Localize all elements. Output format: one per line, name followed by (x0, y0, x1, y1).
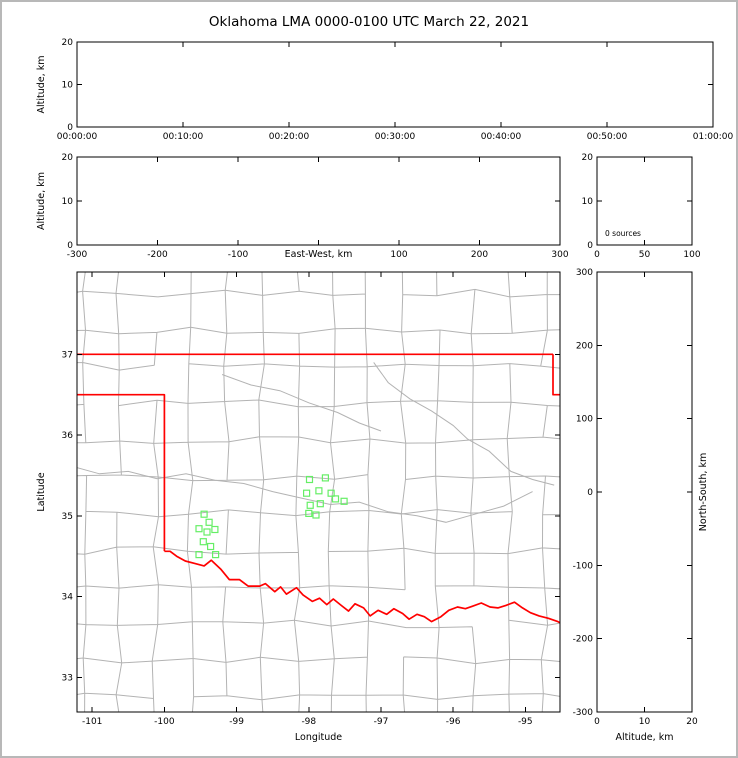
source-marker (321, 474, 329, 482)
x-tick-label: -96 (446, 717, 461, 727)
y-tick-label: -100 (573, 561, 594, 571)
source-marker (305, 475, 314, 484)
river-line (221, 374, 382, 432)
source-marker (195, 525, 203, 533)
y-axis-label: Latitude (36, 472, 47, 511)
x-tick-label: 00:30:00 (375, 132, 416, 142)
panel-ns_height: 0 10 20 -300 -200 -100 0 100 200 300 Altitude, km N… (573, 268, 709, 743)
panel-histogram: 0 sources 0 50 100 0 10 20 (582, 153, 701, 260)
histogram-annotation: 0 sources (605, 229, 641, 238)
y-axis-label: North-South, km (698, 453, 709, 531)
x-tick-label: 00:50:00 (587, 132, 628, 142)
x-axis-label: Altitude, km (616, 732, 674, 743)
axes-frame (76, 271, 561, 713)
panel-plan_view: -101 -100 -99 -98 -97 -96 -95 33 34 35 36 37 Longitu… (36, 271, 561, 743)
figure-title: Oklahoma LMA 0000-0100 UTC March 22, 202… (208, 14, 530, 30)
y-tick-label: 0 (67, 241, 73, 251)
y-tick-label: 20 (62, 153, 74, 163)
y-tick-label: 35 (62, 512, 73, 522)
source-marker (200, 510, 208, 518)
y-tick-label: 20 (582, 153, 594, 163)
x-tick-label: 100 (683, 250, 700, 260)
y-tick-label: 200 (576, 341, 593, 351)
y-tick-label: 20 (62, 38, 74, 48)
source-marker (306, 501, 314, 509)
source-marker (331, 495, 340, 503)
source-marker (305, 509, 313, 517)
source-marker (327, 489, 335, 497)
y-tick-label: -200 (573, 635, 594, 645)
source-marker (205, 518, 213, 526)
source-marker (212, 550, 220, 559)
y-tick-label: 100 (576, 415, 593, 425)
x-tick-label: 0 (594, 717, 600, 727)
state-border-line (164, 550, 560, 624)
x-tick-label: 10 (639, 717, 651, 727)
x-tick-label: 0 (594, 250, 600, 260)
y-tick-label: 10 (582, 197, 594, 207)
axes-frame (596, 271, 693, 713)
lightning-sources (195, 474, 348, 559)
y-tick-label: 0 (67, 123, 73, 133)
y-tick-label: -300 (573, 708, 594, 718)
y-tick-label: 0 (587, 241, 593, 251)
x-tick-label: -98 (301, 717, 316, 727)
state-border-line (552, 354, 560, 396)
panel-time_height: 00:00:00 00:10:00 00:20:00 00:30:00 00:40:00… (36, 38, 733, 142)
river-line (77, 467, 533, 523)
source-marker (207, 542, 215, 551)
source-marker (195, 550, 203, 559)
y-axis-label: Altitude, km (36, 172, 47, 230)
x-tick-label: -200 (147, 250, 168, 260)
state-border-line (77, 393, 166, 552)
y-tick-label: 0 (587, 488, 593, 498)
source-marker (340, 497, 348, 505)
x-tick-label: 200 (471, 250, 488, 260)
axes-frame (76, 41, 714, 128)
x-tick-label: 100 (390, 250, 407, 260)
x-tick-label: 00:10:00 (163, 132, 204, 142)
x-tick-label: 01:00:00 (693, 132, 734, 142)
y-tick-label: 10 (62, 81, 74, 91)
y-tick-label: 300 (576, 268, 593, 278)
x-tick-label: 300 (551, 250, 568, 260)
source-marker (203, 528, 211, 536)
source-marker (303, 489, 311, 497)
x-tick-label: -100 (228, 250, 249, 260)
x-tick-label: 00:40:00 (481, 132, 522, 142)
source-marker (211, 525, 219, 534)
x-tick-label: -101 (82, 717, 102, 727)
x-tick-label: 20 (686, 717, 698, 727)
map-layers (77, 272, 560, 712)
y-tick-label: 10 (62, 197, 74, 207)
x-tick-label: -97 (374, 717, 389, 727)
county-boundaries (77, 272, 560, 712)
river-line (373, 362, 555, 486)
y-axis-label: Altitude, km (36, 56, 47, 114)
x-tick-label: -300 (67, 250, 88, 260)
x-tick-label: -95 (518, 717, 533, 727)
x-tick-label: 50 (639, 250, 651, 260)
x-axis-label: East-West, km (285, 249, 353, 260)
y-tick-label: 33 (62, 673, 73, 683)
x-axis-label: Longitude (295, 732, 342, 743)
y-tick-label: 37 (62, 350, 73, 360)
source-marker (199, 538, 207, 546)
source-marker (316, 500, 324, 508)
source-marker (315, 487, 323, 495)
y-tick-label: 34 (62, 593, 74, 603)
x-tick-label: -100 (154, 717, 175, 727)
source-marker (312, 511, 320, 519)
x-tick-label: -99 (229, 717, 244, 727)
x-tick-label: 00:20:00 (269, 132, 310, 142)
y-tick-label: 36 (62, 431, 74, 441)
x-tick-label: 00:00:00 (57, 132, 98, 142)
axes-frame (76, 156, 561, 246)
panel-ew_height: -300 -200 -100 100 200 300 0 10 20 East-West, km A… (36, 153, 569, 260)
